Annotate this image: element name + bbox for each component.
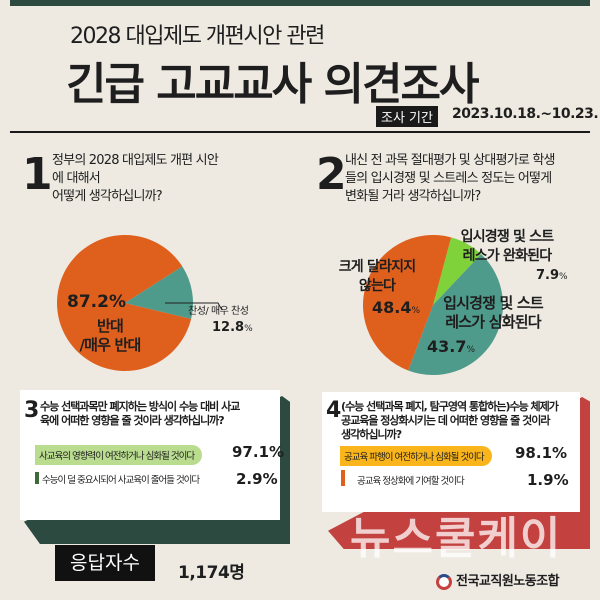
q3-line: 육에 어떠한 영향을 줄 것이라 생각하십니까?	[40, 414, 225, 427]
pie-slice-oppose	[57, 235, 192, 372]
label-line: 레스가 심화된다	[445, 313, 541, 331]
value: 12.8	[212, 320, 245, 335]
q4-option-2-pct: 1.9%	[527, 471, 569, 489]
percent-sign: %	[466, 345, 476, 355]
label-line: 반대	[96, 317, 124, 335]
label-line: 입시경쟁 및 스트	[443, 294, 544, 312]
q4-option-2-bar	[341, 470, 345, 486]
period-dates: 2023.10.18.~10.23.	[452, 106, 599, 122]
q2-line: 들의 입시경쟁 및 스트레스 정도는 어떻게	[345, 171, 552, 186]
q1-oppose-pct: 87.2%	[67, 292, 126, 312]
q2-ease-pct: 7.9%	[536, 268, 568, 283]
org-logo-icon	[436, 574, 452, 590]
q4-option-2-label: 공교육 정상화에 기여할 것이다	[357, 476, 465, 487]
q2-same-pct: 48.4%	[372, 298, 420, 317]
q1-line: 에 대해서	[52, 171, 101, 186]
percent-sign: %	[559, 272, 568, 282]
q3-line: 수능 선택과목만 폐지하는 방식이 수능 대비 사교	[40, 400, 240, 413]
watermark: 뉴스쿨케이	[350, 513, 563, 564]
q3-option-2-pct: 2.9%	[236, 470, 278, 488]
q3-option-2-bar	[35, 472, 39, 484]
q3-number: 3	[24, 398, 40, 423]
q2-same-label: 크게 달라지지 않는다	[332, 258, 422, 296]
q1-oppose-label: 반대 /매우 반대	[60, 317, 160, 355]
q2-line: 내신 전 과목 절대평가 및 상대평가로 학생	[345, 153, 556, 168]
pie-chart-q2	[362, 234, 503, 375]
q1-agree-label: 찬성/ 매우 찬성	[188, 306, 249, 317]
q3-question: 수능 선택과목만 폐지하는 방식이 수능 대비 사교 육에 어떠한 영향을 줄 …	[40, 400, 240, 428]
q1-question: 정부의 2028 대입제도 개편 시안 에 대해서 어떻게 생각하십니까?	[52, 152, 219, 206]
pie-slice-worse	[408, 254, 503, 375]
q2-line: 변화될 거라 생각하십니까?	[345, 189, 481, 204]
q2-question: 내신 전 과목 절대평가 및 상대평가로 학생 들의 입시경쟁 및 스트레스 정…	[345, 152, 556, 206]
label-line: 레스가 완화된다	[462, 248, 552, 264]
q3-option-1-bar: 사교육의 영향력이 여전하거나 심화될 것이다	[35, 445, 203, 465]
q2-number: 2	[316, 149, 347, 200]
divider	[10, 131, 590, 133]
q2-ease-label: 입시경쟁 및 스트 레스가 완화된다	[452, 228, 562, 266]
pie-slice-ease	[433, 237, 482, 305]
q4-number: 4	[326, 398, 342, 423]
q1-number: 1	[22, 149, 53, 200]
q1-line: 정부의 2028 대입제도 개편 시안	[52, 153, 219, 168]
page-title: 긴급 고교교사 의견조사	[66, 59, 479, 110]
org-name: 전국교직원노동조합	[456, 574, 560, 589]
watermark-small: 현장목소리 뉴미디어	[352, 494, 473, 510]
value: 7.9	[536, 268, 560, 283]
label-line: 입시경쟁 및 스트	[460, 229, 555, 245]
q4-line: (수능 선택과목 폐지, 탐구영역 통합하는)수능 체제가	[341, 400, 559, 413]
pie-chart-q1	[57, 235, 223, 372]
period-label: 조사 기간	[376, 106, 438, 127]
pie-slice-same	[362, 234, 452, 371]
respondents-count: 1,174명	[178, 563, 245, 583]
q2-worse-label: 입시경쟁 및 스트 레스가 심화된다	[438, 294, 548, 332]
percent-sign: %	[244, 324, 253, 334]
q4-line: 공교육을 정상화시키는 데 어떠한 영향을 줄 것이라	[341, 414, 550, 427]
pie-slice-agree	[125, 266, 193, 319]
label-line: 크게 달라지지	[338, 259, 416, 275]
label-line: /매우 반대	[79, 336, 141, 354]
q2-worse-pct: 43.7%	[427, 337, 475, 356]
q4-line: 생각하십니까?	[341, 428, 402, 441]
value: 48.4	[372, 298, 412, 317]
respondents-label: 응답자수	[55, 545, 155, 581]
top-bar	[10, 0, 590, 6]
q4-option-1-bar: 공교육 파행이 여전하거나 심화될 것이다	[340, 446, 492, 466]
subtitle: 2028 대입제도 개편시안 관련	[70, 24, 325, 49]
q3-option-2-label: 수능이 덜 중요시되어 사교육이 줄어들 것이다	[42, 475, 200, 486]
q1-line: 어떻게 생각하십니까?	[52, 189, 163, 204]
label-line: 않는다	[358, 278, 396, 294]
percent-sign: %	[411, 306, 421, 316]
q4-question: (수능 선택과목 폐지, 탐구영역 통합하는)수능 체제가 공교육을 정상화시키…	[341, 400, 559, 442]
q1-agree-pct: 12.8%	[212, 320, 253, 335]
value: 43.7	[427, 337, 467, 356]
q3-option-1-pct: 97.1%	[232, 443, 285, 461]
q4-option-1-pct: 98.1%	[515, 444, 568, 462]
leader-line	[165, 302, 223, 311]
